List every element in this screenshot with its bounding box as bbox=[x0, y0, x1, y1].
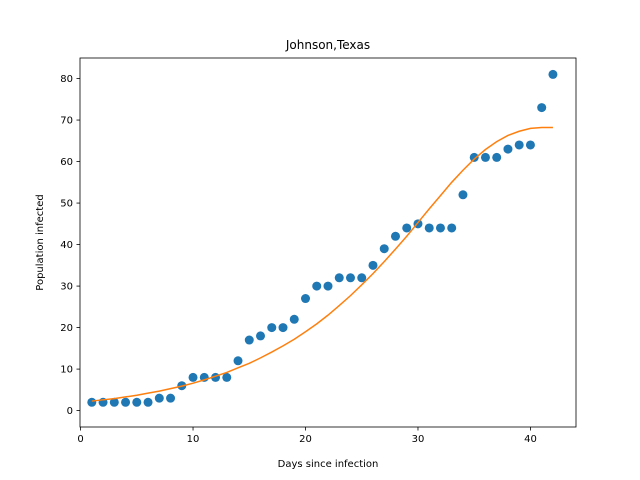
chart-title: Johnson,Texas bbox=[285, 38, 370, 52]
data-point bbox=[188, 372, 198, 382]
x-tick-label: 10 bbox=[187, 434, 200, 445]
data-point bbox=[267, 323, 277, 333]
data-point bbox=[334, 273, 344, 283]
data-point bbox=[368, 260, 378, 270]
data-point bbox=[256, 331, 266, 341]
x-axis: 0 10 20 30 40 bbox=[77, 427, 537, 445]
data-point bbox=[87, 397, 97, 407]
y-tick-label: 40 bbox=[60, 240, 73, 251]
data-point bbox=[469, 152, 479, 162]
data-point bbox=[244, 335, 254, 345]
data-point bbox=[312, 281, 322, 291]
data-point bbox=[166, 393, 176, 403]
plot-area bbox=[87, 69, 558, 407]
y-tick-label: 60 bbox=[60, 157, 73, 168]
data-point bbox=[379, 244, 389, 254]
data-point bbox=[435, 223, 445, 233]
data-point bbox=[525, 140, 535, 150]
data-point bbox=[121, 397, 131, 407]
y-tick-label: 0 bbox=[67, 406, 73, 417]
data-point bbox=[301, 294, 311, 304]
data-point bbox=[492, 152, 502, 162]
data-point bbox=[323, 281, 333, 291]
data-point bbox=[390, 231, 400, 241]
data-point bbox=[154, 393, 164, 403]
data-point bbox=[289, 314, 299, 324]
y-tick-label: 30 bbox=[60, 282, 73, 293]
data-point bbox=[447, 223, 457, 233]
x-tick-label: 0 bbox=[77, 434, 83, 445]
data-point bbox=[357, 273, 367, 283]
data-point bbox=[222, 372, 232, 382]
data-point bbox=[233, 356, 243, 366]
data-point bbox=[143, 397, 153, 407]
y-tick-label: 80 bbox=[60, 74, 73, 85]
y-axis: 0 10 20 30 40 50 60 70 80 bbox=[60, 74, 80, 417]
data-point bbox=[537, 103, 547, 113]
x-tick-label: 30 bbox=[412, 434, 425, 445]
data-point bbox=[514, 140, 524, 150]
y-axis-label: Population infected bbox=[35, 194, 46, 290]
data-point bbox=[424, 223, 434, 233]
data-point bbox=[458, 190, 468, 200]
data-point bbox=[402, 223, 412, 233]
data-point bbox=[278, 323, 288, 333]
y-tick-label: 70 bbox=[60, 116, 73, 127]
y-tick-label: 20 bbox=[60, 323, 73, 334]
data-point bbox=[109, 397, 119, 407]
y-tick-label: 50 bbox=[60, 199, 73, 210]
axes-frame bbox=[79, 57, 577, 428]
x-tick-label: 20 bbox=[299, 434, 312, 445]
x-tick-label: 40 bbox=[524, 434, 537, 445]
data-point bbox=[132, 397, 142, 407]
data-point bbox=[480, 152, 490, 162]
data-point bbox=[548, 69, 558, 79]
x-axis-label: Days since infection bbox=[278, 459, 379, 470]
data-point bbox=[345, 273, 355, 283]
data-point bbox=[503, 144, 513, 154]
fit-line bbox=[91, 126, 553, 402]
y-tick-label: 10 bbox=[60, 365, 73, 376]
